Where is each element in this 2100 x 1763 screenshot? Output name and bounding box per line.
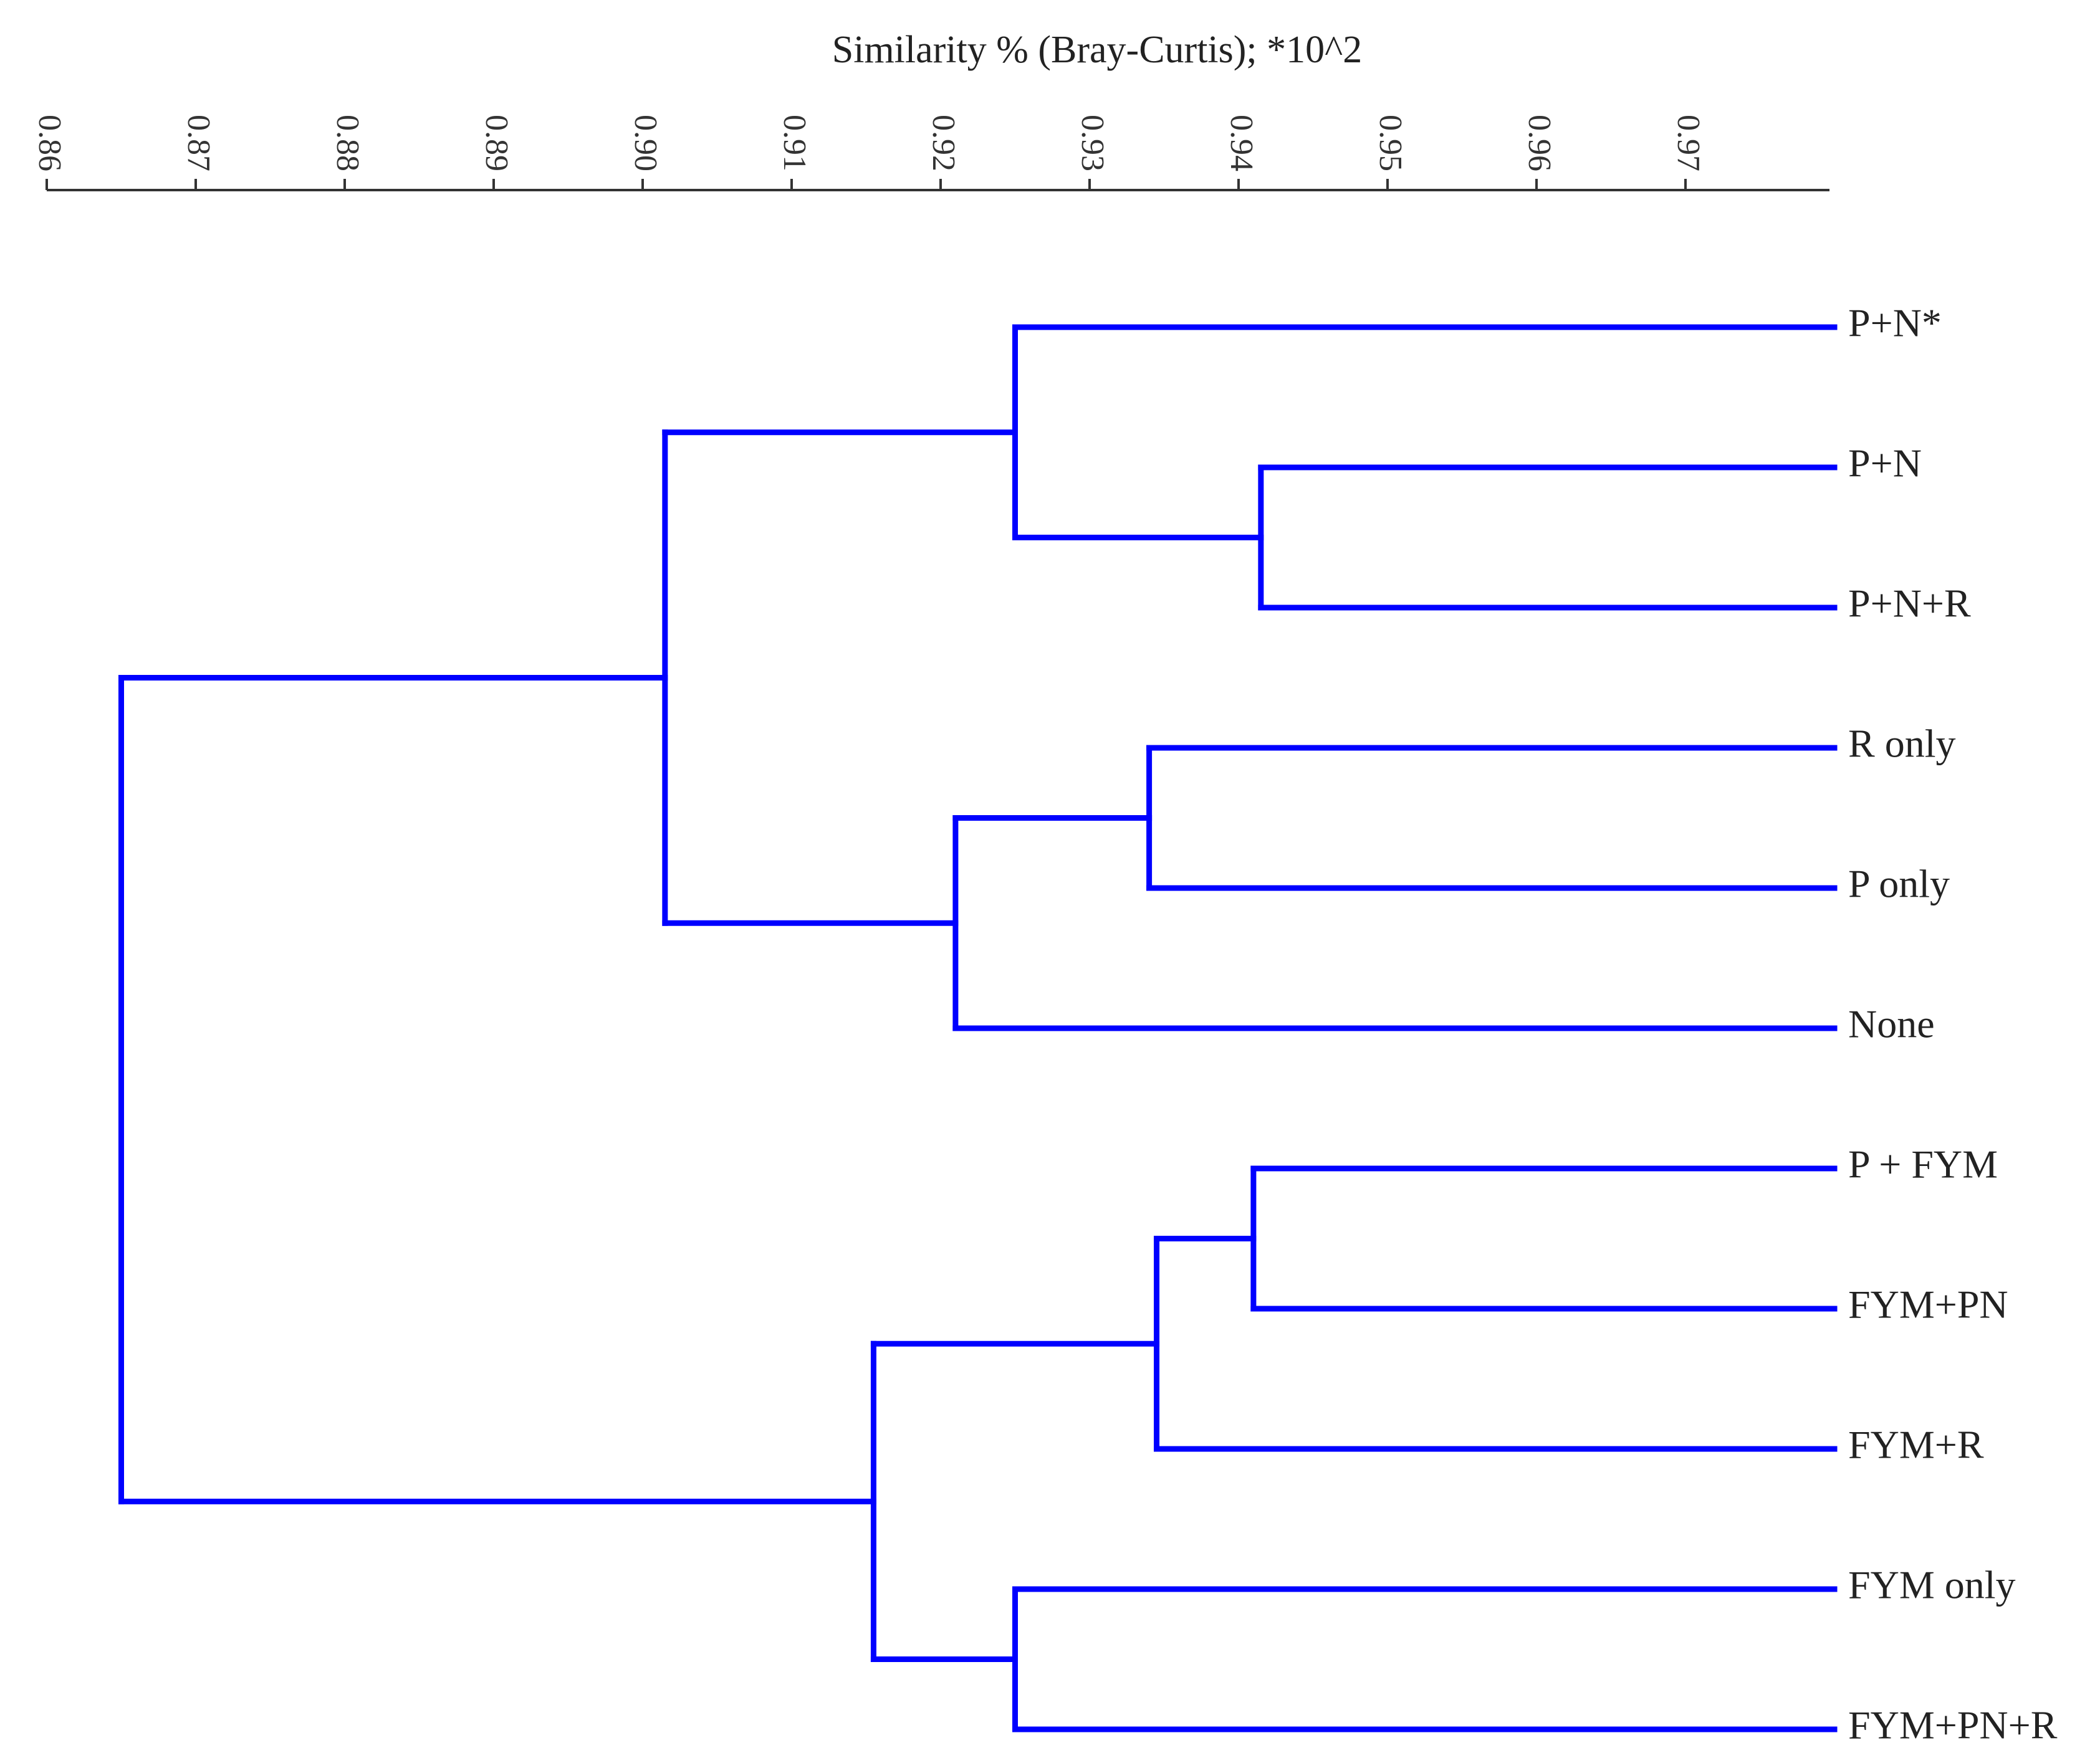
axis-tick-label: 0.96 [1522,115,1557,171]
leaf-label: FYM only [1848,1563,2016,1607]
leaf-label: P+N [1848,441,1922,485]
leaf-label: R only [1848,722,1955,766]
leaf-labels: P+N* P+N P+N+R R only P only None P + FYM FYM+P… [1848,301,2058,1747]
axis-tick-label: 0.89 [479,115,514,171]
axis-tick-label: 0.88 [330,115,365,171]
axis-tick-label: 0.97 [1671,115,1706,171]
axis-title: Similarity % (Bray-Curtis); *10^2 [832,29,1363,71]
similarity-axis: 0.86 0.87 0.88 0.89 0.90 0.91 0.92 0.93 0.94 0.95… [32,115,1829,191]
leaf-label: P only [1848,862,1950,906]
axis-tick-label: 0.86 [32,115,67,171]
leaf-label: FYM+PN+R [1848,1703,2058,1747]
axis-tick-label: 0.93 [1075,115,1110,171]
leaf-label: FYM+PN [1848,1283,2008,1327]
axis-tick-label: 0.94 [1224,115,1259,171]
axis-tick-label: 0.95 [1373,115,1408,171]
axis-tick-label: 0.90 [628,115,663,171]
leaf-label: P+N+R [1848,581,1971,626]
dendrogram-branches [118,324,1838,1732]
axis-tick-label: 0.91 [777,115,812,171]
leaf-label: P + FYM [1848,1142,1998,1187]
leaf-label: None [1848,1002,1935,1046]
leaf-label: FYM+R [1848,1423,1984,1467]
axis-tick-label: 0.92 [926,115,961,171]
axis-tick-label: 0.87 [181,115,216,171]
leaf-label: P+N* [1848,301,1942,345]
